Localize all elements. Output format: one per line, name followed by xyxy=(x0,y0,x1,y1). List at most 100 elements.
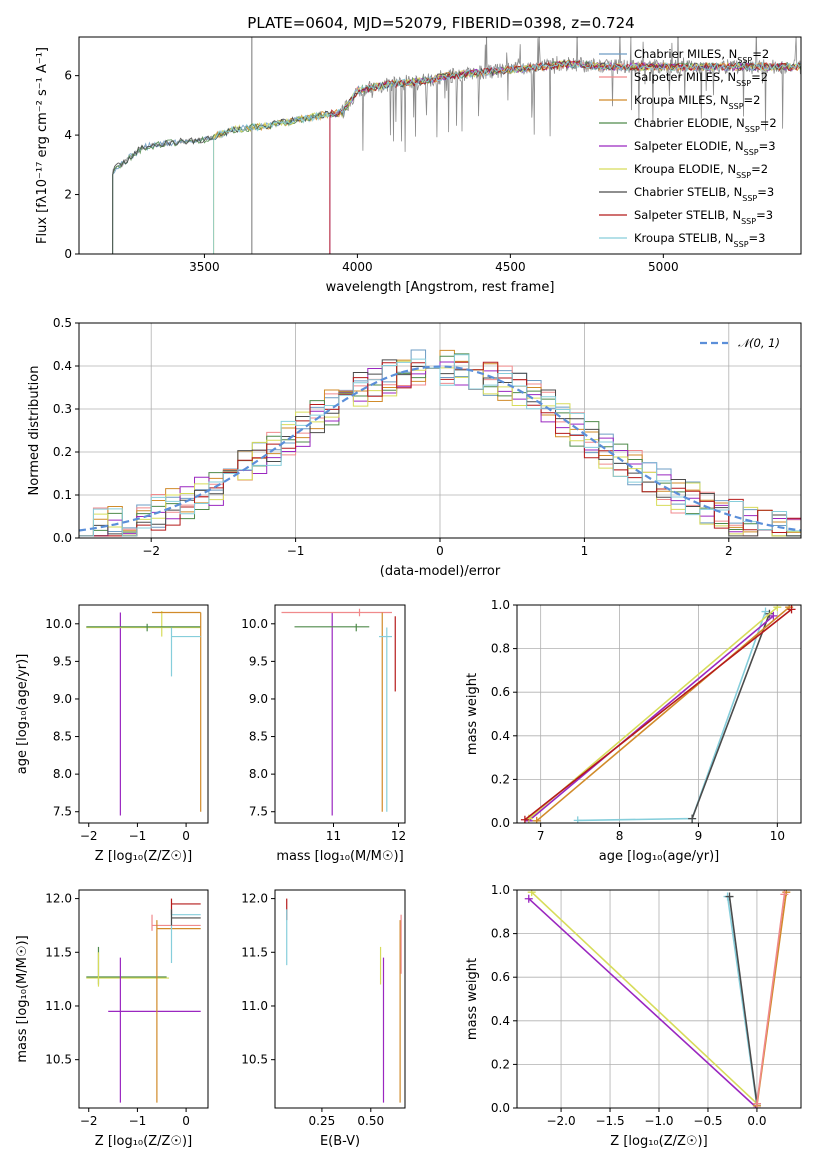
figure-title: PLATE=0604, MJD=52079, FIBERID=0398, z=0… xyxy=(247,14,634,32)
y-tick-label: 9.0 xyxy=(249,692,268,706)
mass-weight-line xyxy=(728,896,758,1104)
x-tick-label: −1 xyxy=(129,829,147,843)
x-tick-label: −0.5 xyxy=(693,1114,722,1128)
y-axis-label: mass weight xyxy=(465,673,480,755)
mass-weight-marker xyxy=(520,815,529,823)
x-tick-label: 0.50 xyxy=(357,1114,384,1128)
legend-label: Salpeter MILES, N xyxy=(634,70,736,84)
plot-area xyxy=(524,890,791,1108)
x-tick-label: −1 xyxy=(287,544,305,558)
plot-area xyxy=(286,898,402,1103)
mass-weight-line xyxy=(536,606,790,822)
x-tick-label: 7 xyxy=(537,829,545,843)
x-tick-label: 5000 xyxy=(648,260,679,274)
y-axis-label: age [log₁₀(age/yr)] xyxy=(15,654,30,775)
x-axis-label: Z [log₁₀(Z/Z☉)] xyxy=(95,1134,192,1149)
y-tick-label: 0.8 xyxy=(491,927,510,941)
x-axis-label: wavelength [Angstrom, rest frame] xyxy=(326,280,555,295)
plot-area xyxy=(79,349,801,537)
y-tick-label: 9.5 xyxy=(53,654,72,668)
x-tick-label: 0.0 xyxy=(747,1114,766,1128)
y-tick-label: 0.2 xyxy=(53,445,72,459)
mass-weight-marker xyxy=(752,1099,761,1108)
mass-weight-marker xyxy=(524,894,533,903)
y-tick-label: 10.0 xyxy=(45,617,72,631)
model-spectrum-line xyxy=(112,59,801,254)
x-tick-label: 10 xyxy=(770,829,785,843)
y-tick-label: 0.4 xyxy=(491,729,510,743)
legend-entry: Salpeter MILES, NSSP=2 xyxy=(634,70,768,88)
legend-subscript: SSP xyxy=(741,217,756,226)
x-tick-label: 3500 xyxy=(189,260,220,274)
mass-weight-vs-age-plot: 7 8 9 10 0.0 0.2 0.4 0.6 0.8 1.0 age [log₁₀(age/yr… xyxy=(465,598,802,864)
plot-area xyxy=(79,37,801,254)
y-tick-label: 0.5 xyxy=(53,316,72,330)
legend-value: =2 xyxy=(744,93,761,107)
mass-weight-line xyxy=(577,611,767,822)
x-axis-label: mass [log₁₀(M/M☉)] xyxy=(276,849,403,864)
model-spectrum-line xyxy=(329,60,801,254)
y-tick-label: 10.5 xyxy=(45,1053,72,1067)
mass-weight-line xyxy=(528,898,758,1108)
y-tick-label: 8.0 xyxy=(249,767,268,781)
y-tick-label: 10.0 xyxy=(241,617,268,631)
x-tick-label: −1 xyxy=(129,1114,147,1128)
legend-label: Kroupa STELIB, N xyxy=(634,231,734,245)
y-tick-label: 6 xyxy=(64,69,72,83)
legend-value: =2 xyxy=(751,70,768,84)
y-tick-label: 0.6 xyxy=(491,685,510,699)
axes-frame xyxy=(78,322,802,539)
normal-curve xyxy=(79,365,801,532)
plot-area xyxy=(281,608,396,816)
mass-weight-marker xyxy=(688,814,697,823)
legend-value: =2 xyxy=(751,162,768,176)
legend-subscript: SSP xyxy=(736,171,751,180)
x-tick-label: 0 xyxy=(436,544,444,558)
legend-value: =3 xyxy=(756,208,773,222)
y-tick-label: 11.0 xyxy=(45,999,72,1013)
mass-weight-line xyxy=(531,891,758,1105)
y-tick-label: 2 xyxy=(64,188,72,202)
x-axis-label: E(B-V) xyxy=(320,1134,360,1149)
y-tick-label: 0 xyxy=(64,247,72,261)
legend-subscript: SSP xyxy=(729,102,744,111)
legend-value: =3 xyxy=(749,231,766,245)
mass-weight-marker xyxy=(769,611,778,620)
y-tick-label: 7.5 xyxy=(249,805,268,819)
legend-subscript: SSP xyxy=(736,79,751,88)
axes-frame xyxy=(274,889,406,1109)
x-tick-label: −2 xyxy=(142,544,160,558)
mass-weight-marker xyxy=(527,890,536,897)
model-spectrum-line xyxy=(213,60,801,254)
legend-entry: Kroupa STELIB, NSSP=3 xyxy=(634,231,765,249)
plot-area xyxy=(520,605,796,823)
x-tick-label: −1.0 xyxy=(644,1114,673,1128)
legend-entry: Chabrier ELODIE, NSSP=2 xyxy=(634,116,777,134)
residual-histogram-plot: −2 −1 0 1 2 0.0 0.1 0.2 0.3 0.4 0.5 (data-model)/er… xyxy=(27,316,802,579)
y-axis-label: Normed distribution xyxy=(27,366,42,496)
x-axis-label: Z [log₁₀(Z/Z☉)] xyxy=(610,1134,707,1149)
legend-normal-label: 𝒩(0, 1) xyxy=(738,336,780,350)
axes-frame xyxy=(78,36,802,255)
mass-weight-marker xyxy=(532,816,541,823)
y-tick-label: 8.5 xyxy=(249,730,268,744)
x-tick-label: 0.25 xyxy=(309,1114,336,1128)
x-tick-label: 9 xyxy=(695,829,703,843)
age-vs-mass-plot: 11 12 7.5 8.0 8.5 9.0 9.5 10.0 mass [log₁₀(M/M☉)… xyxy=(241,604,406,864)
y-tick-label: 0.8 xyxy=(491,642,510,656)
mass-weight-marker xyxy=(773,605,782,612)
y-tick-label: 8.5 xyxy=(53,730,72,744)
legend-entry: Chabrier MILES, NSSP=2 xyxy=(634,47,769,65)
y-tick-label: 11.5 xyxy=(241,945,268,959)
y-axis-label: Flux [fλ10⁻¹⁷ erg cm⁻² s⁻¹ A⁻¹] xyxy=(35,47,50,244)
x-tick-label: 12 xyxy=(391,829,406,843)
legend-entry: Salpeter STELIB, NSSP=3 xyxy=(634,208,773,226)
axes-frame xyxy=(516,604,802,824)
model-spectrum-line xyxy=(329,60,800,254)
y-tick-label: 0.0 xyxy=(53,531,72,545)
legend-label: Kroupa ELODIE, N xyxy=(634,162,736,176)
legend-label: Kroupa MILES, N xyxy=(634,93,729,107)
mass-vs-ebv-plot: 0.25 0.50 10.5 11.0 11.5 12.0 E(B-V) xyxy=(241,889,406,1149)
plot-area xyxy=(86,898,201,1103)
